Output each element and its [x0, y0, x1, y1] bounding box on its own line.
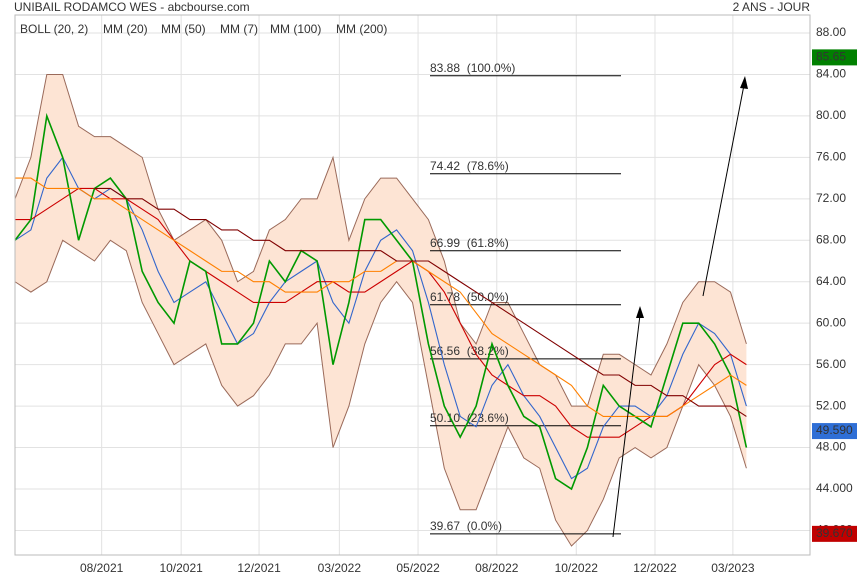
- chart-subtitle: 2 ANS - JOUR: [733, 0, 811, 14]
- ma-line: [15, 177, 747, 418]
- x-tick-label: 08/2021: [80, 561, 124, 575]
- plot-frame: [14, 14, 811, 556]
- arrow: [702, 84, 745, 297]
- fib-label: 83.88 (100.0%): [430, 61, 515, 75]
- chart-title: UNIBAIL RODAMCO WES - abcbourse.com: [14, 0, 250, 14]
- y-tick-label: 48.00: [816, 440, 846, 454]
- y-tick-label: 88.00: [816, 25, 846, 39]
- legend-entry: MM (7): [220, 22, 258, 36]
- arrow-head: [636, 306, 644, 318]
- x-tick-label: 03/2022: [318, 561, 362, 575]
- x-tick-label: 03/2023: [711, 561, 755, 575]
- y-tick-label: 56.00: [816, 357, 846, 371]
- x-tick-label: 08/2022: [475, 561, 519, 575]
- price-badge-label: 49.590: [816, 423, 853, 437]
- y-tick-label: 64.00: [816, 274, 846, 288]
- x-tick-label: 10/2021: [159, 561, 203, 575]
- price-badge: [812, 525, 857, 542]
- trend-arrows: [612, 76, 748, 538]
- arrow-head: [740, 76, 748, 89]
- ma-line: [15, 187, 747, 438]
- x-tick-label: 10/2022: [555, 561, 599, 575]
- price-badge-label: 39.670: [816, 526, 853, 540]
- y-tick-label: 44.000: [816, 481, 853, 495]
- fib-label: 61.78 (50.0%): [430, 290, 509, 304]
- legend-entry: MM (20): [103, 22, 148, 36]
- fib-label: 74.42 (78.6%): [430, 159, 509, 173]
- ma-line: [14, 156, 747, 480]
- legend-entry: MM (100): [270, 22, 321, 36]
- y-tick-label: 72.00: [816, 191, 846, 205]
- ma-line: [14, 112, 748, 491]
- x-tick-label: 05/2022: [396, 561, 440, 575]
- price-badge: [812, 49, 857, 66]
- ma-line: [94, 187, 747, 417]
- y-tick-label: 76.00: [816, 150, 846, 164]
- x-tick-label: 12/2021: [237, 561, 281, 575]
- legend: BOLL (20, 2) MM (20) MM (50) MM (7) MM (100)…: [20, 22, 387, 36]
- y-tick-label: 60.00: [816, 315, 846, 329]
- y-tick-label: 52.00: [816, 398, 846, 412]
- fib-label: 39.67 (0.0%): [430, 519, 502, 533]
- bollinger-lower: [14, 239, 747, 547]
- x-tick-label: 12/2022: [633, 561, 677, 575]
- legend-entry: BOLL (20, 2): [20, 22, 88, 36]
- price-badge: [812, 423, 857, 440]
- y-tick-label: 68.00: [816, 232, 846, 246]
- bollinger-fill: [15, 74, 747, 546]
- y-tick-label: 80.00: [816, 108, 846, 122]
- fib-label: 66.99 (61.8%): [430, 236, 509, 250]
- price-badge-label: 85.65: [816, 50, 846, 64]
- y-tick-label: 84.00: [816, 67, 846, 81]
- bollinger-upper: [14, 73, 747, 407]
- legend-entry: MM (50): [161, 22, 206, 36]
- arrow: [612, 314, 641, 538]
- legend-entry: MM (200): [336, 22, 387, 36]
